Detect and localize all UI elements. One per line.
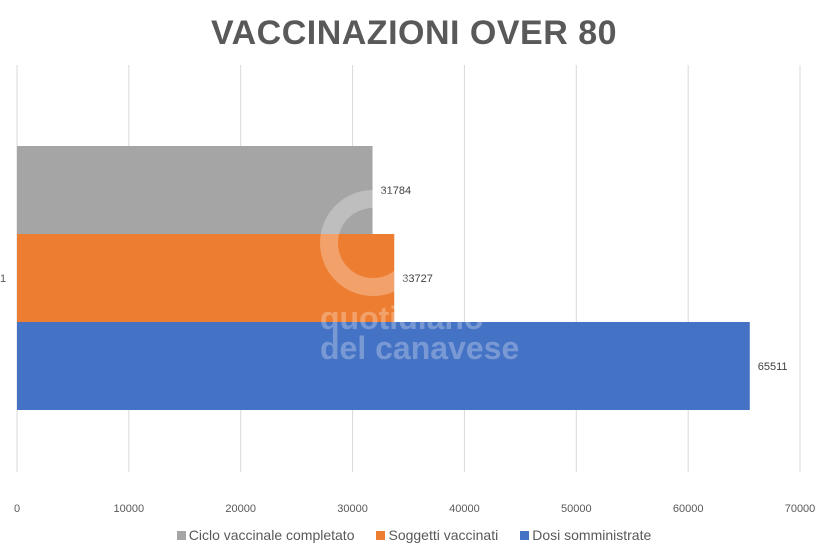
bar-1 <box>17 234 395 322</box>
chart-title: VACCINAZIONI OVER 80 <box>210 14 618 52</box>
x-tick-label: 20000 <box>225 503 256 515</box>
y-category-label: 1 <box>0 273 6 285</box>
legend-item: Ciclo vaccinale completato <box>176 527 355 543</box>
legend: Ciclo vaccinale completato Soggetti vacci… <box>0 527 828 543</box>
data-label: 33727 <box>402 273 433 285</box>
legend-label: Dosi somministrate <box>532 527 652 543</box>
legend-swatch <box>176 530 186 540</box>
x-tick-label: 50000 <box>561 503 592 515</box>
x-tick-label: 10000 <box>114 503 145 515</box>
data-label: 31784 <box>381 185 412 197</box>
legend-label: Soggetti vaccinati <box>388 527 499 543</box>
x-tick-label: 0 <box>14 503 20 515</box>
x-tick-label: 40000 <box>449 503 480 515</box>
x-tick-label: 70000 <box>785 503 816 515</box>
x-tick-label: 60000 <box>673 503 704 515</box>
legend-label: Ciclo vaccinale completato <box>188 527 355 543</box>
legend-swatch <box>520 530 530 540</box>
x-tick-label: 30000 <box>337 503 368 515</box>
legend-swatch <box>376 530 386 540</box>
bar-2 <box>17 322 750 410</box>
legend-item: Soggetti vaccinati <box>376 527 498 543</box>
data-label: 65511 <box>758 361 788 373</box>
bar-0 <box>17 146 373 234</box>
legend-item: Dosi somministrate <box>520 527 651 543</box>
